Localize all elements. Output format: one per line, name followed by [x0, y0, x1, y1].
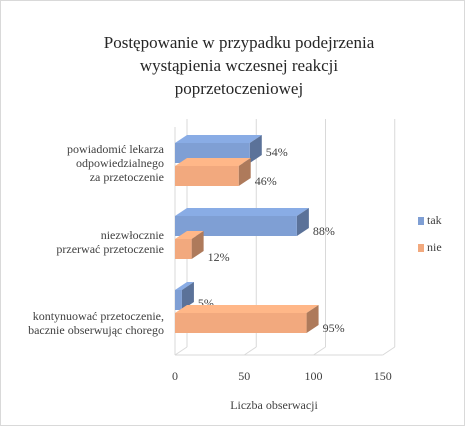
- bar-tak-2: [175, 208, 309, 236]
- x-axis-label: Liczba obserwacji: [230, 398, 318, 412]
- bar-top-face: [175, 135, 262, 143]
- bars: 54%46%88%12%5%95%: [175, 135, 345, 335]
- bar-front-face: [175, 239, 192, 259]
- data-label: 88%: [313, 224, 335, 238]
- category-label-line: przerwać przetoczenie: [56, 242, 164, 256]
- legend-label: tak: [427, 213, 442, 227]
- bar-side-face: [249, 135, 262, 163]
- data-label: 46%: [255, 174, 277, 188]
- gridline-floor: [382, 346, 396, 356]
- bar-front-face: [175, 216, 297, 236]
- bar-front-face: [175, 290, 182, 310]
- bar-top-face: [175, 158, 251, 166]
- bar-side-face: [181, 282, 194, 310]
- legend-label: nie: [427, 240, 442, 254]
- bar-nie-1: [175, 158, 251, 186]
- category-label: powiadomić lekarza odpowiedzialnego za prz…: [67, 142, 165, 184]
- legend-swatch: [418, 244, 424, 252]
- gridline-floor: [313, 346, 326, 356]
- category-label: kontynuować przetoczenie, bacznie obserwu…: [28, 309, 164, 337]
- bar-nie-3: [175, 305, 319, 333]
- category-label-line: za przetoczenie: [90, 170, 164, 184]
- bar-top-face: [175, 305, 319, 313]
- bar-side-face: [238, 158, 251, 186]
- chart-title-line: wystąpienia wczesnej reakcji: [140, 56, 339, 75]
- x-tick-label: 100: [305, 369, 323, 383]
- bar-front-face: [175, 166, 239, 186]
- category-label-line: kontynuować przetoczenie,: [33, 309, 164, 323]
- data-label: 54%: [266, 145, 288, 159]
- x-tick-label: 150: [374, 369, 392, 383]
- chart-title-line: poprzetoczeniowej: [175, 79, 303, 98]
- bar-front-face: [175, 313, 307, 333]
- category-label-line: bacznie obserwując chorego: [28, 323, 164, 337]
- x-tick-label: 50: [238, 369, 250, 383]
- data-label: 12%: [208, 250, 230, 264]
- legend-swatch: [418, 217, 424, 225]
- category-label: niezwłocznie przerwać przetoczenie: [56, 228, 164, 256]
- bar-side-face: [191, 231, 204, 259]
- bar-nie-2: [175, 231, 204, 259]
- gridline-floor: [243, 346, 257, 356]
- chart-title-line: Postępowanie w przypadku podejrzenia: [104, 33, 375, 52]
- bar-top-face: [175, 208, 309, 216]
- legend-item-tak: tak: [418, 213, 442, 227]
- bar-side-face: [296, 208, 309, 236]
- bar-side-face: [306, 305, 319, 333]
- category-label-line: odpowiedzialnego: [76, 156, 164, 170]
- x-tick-label: 0: [172, 369, 178, 383]
- bar-top-face: [175, 231, 204, 239]
- category-label-line: powiadomić lekarza: [67, 142, 165, 156]
- legend-item-nie: nie: [418, 240, 442, 254]
- gridline-floor: [174, 346, 188, 356]
- data-label: 95%: [323, 321, 345, 335]
- bar-top-face: [175, 282, 194, 290]
- category-label-line: niezwłocznie: [101, 228, 164, 242]
- bar-tak-3: [175, 282, 194, 310]
